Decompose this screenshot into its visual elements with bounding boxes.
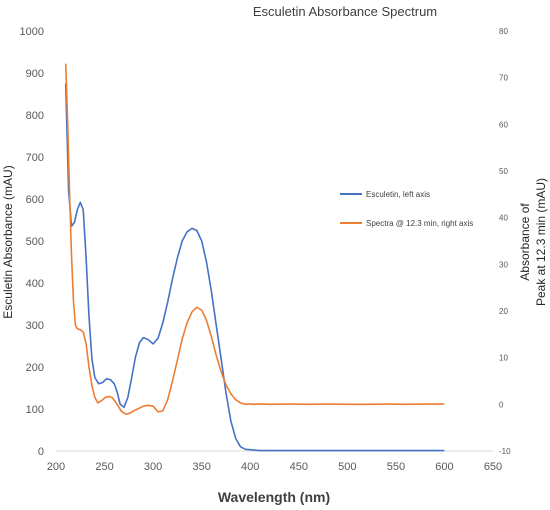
y-tick-label: 900 <box>26 68 44 80</box>
x-tick-label: 600 <box>435 461 453 473</box>
x-axis-label: Wavelength (nm) <box>218 489 330 505</box>
y2-tick-label: 0 <box>499 400 504 409</box>
y-tick-label: 800 <box>26 110 44 122</box>
x-tick-label: 250 <box>95 461 113 473</box>
y-axis-label: Esculetin Absorbance (mAU) <box>1 165 15 318</box>
series-line-esculetin <box>64 83 445 452</box>
y-tick-label: 0 <box>38 446 44 458</box>
chart-title: Esculetin Absorbance Spectrum <box>253 4 437 19</box>
x-tick-label: 350 <box>192 461 210 473</box>
y2-axis-label-line2: Peak at 12.3 min (mAU) <box>534 178 548 306</box>
y2-tick-label: 30 <box>499 260 508 269</box>
y-tick-label: 600 <box>26 194 44 206</box>
x-tick-label: 550 <box>387 461 405 473</box>
y-tick-label: 700 <box>26 152 44 164</box>
y2-tick-label: 20 <box>499 307 508 316</box>
y-tick-label: 300 <box>26 320 44 332</box>
y-tick-labels: 0 100 200 300 400 500 600 700 800 900 1000 <box>20 26 44 458</box>
x-tick-label: 450 <box>290 461 308 473</box>
y-tick-label: 1000 <box>20 26 44 38</box>
x-tick-label: 500 <box>338 461 356 473</box>
y-tick-label: 100 <box>26 404 44 416</box>
y2-tick-label: 40 <box>499 214 508 223</box>
y2-tick-label: 60 <box>499 120 508 129</box>
legend-label-esculetin: Esculetin, left axis <box>366 190 430 199</box>
x-tick-label: 200 <box>47 461 65 473</box>
y-tick-label: 500 <box>26 236 44 248</box>
x-tick-label: 300 <box>144 461 162 473</box>
series-lines <box>64 63 445 452</box>
y2-tick-label: -10 <box>499 447 511 456</box>
y2-tick-labels: -10 0 10 20 30 40 50 60 70 80 <box>499 27 511 456</box>
series-line-spectra <box>64 63 445 415</box>
y2-tick-label: 10 <box>499 354 508 363</box>
x-tick-labels: 200 250 300 350 400 450 500 550 600 650 <box>47 461 502 473</box>
x-tick-label: 650 <box>484 461 502 473</box>
y2-tick-label: 50 <box>499 167 508 176</box>
y2-tick-label: 70 <box>499 74 508 83</box>
legend-label-spectra: Spectra @ 12.3 min, right axis <box>366 219 473 228</box>
x-tick-label: 400 <box>241 461 259 473</box>
y2-tick-label: 80 <box>499 27 508 36</box>
y-tick-label: 400 <box>26 278 44 290</box>
y2-axis-label-line1: Absorbance of <box>518 203 532 281</box>
legend: Esculetin, left axis Spectra @ 12.3 min,… <box>340 190 473 228</box>
y-tick-label: 200 <box>26 362 44 374</box>
